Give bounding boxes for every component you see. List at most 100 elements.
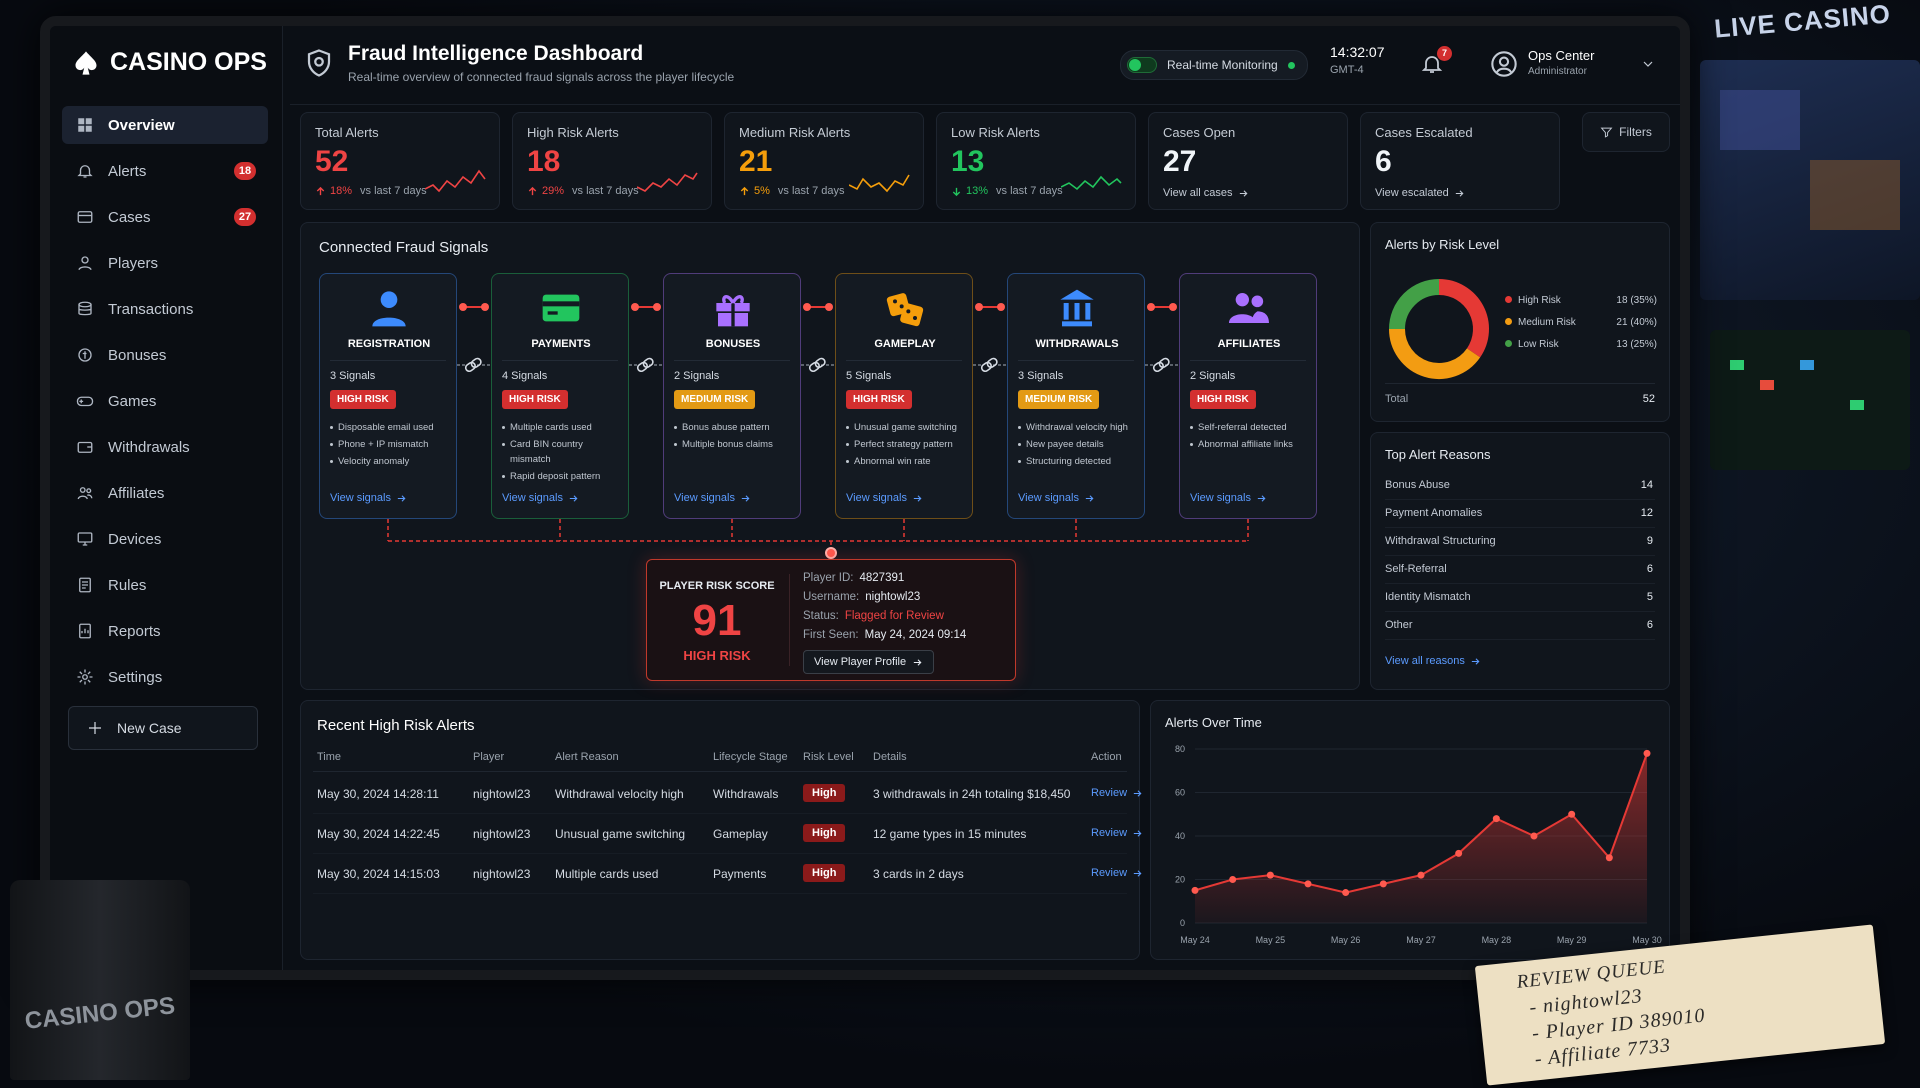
trend-point xyxy=(1643,749,1651,757)
sparkline xyxy=(637,172,698,192)
stage-item: Card BIN country mismatch xyxy=(502,437,624,467)
stage-link-label: View signals xyxy=(502,492,563,504)
stage-signal-count: 3 Signals xyxy=(1018,370,1064,382)
kpi-value: 6 xyxy=(1375,145,1392,178)
kpi-link[interactable]: View all cases xyxy=(1163,187,1249,199)
stage-risk-badge: MEDIUM RISK xyxy=(1018,390,1100,409)
nav-label: Reports xyxy=(108,622,161,640)
nav-item[interactable]: Alerts 18 xyxy=(62,152,268,190)
chain-icon xyxy=(980,357,998,373)
nav-label: Games xyxy=(108,392,157,410)
brand-name: CASINO OPS xyxy=(110,48,267,76)
monitoring-toggle[interactable]: Real-time Monitoring xyxy=(1120,50,1308,80)
flow-dot xyxy=(1147,303,1155,311)
kpi-card: Cases Escalated 6 View escalated xyxy=(1360,112,1560,210)
nav-item[interactable]: Players xyxy=(62,244,268,282)
trend-panel: Alerts Over Time 0 20 40 60 80 May 24 May 25 May… xyxy=(1150,700,1670,960)
nav-item[interactable]: Overview xyxy=(62,106,268,144)
stage-icon-part xyxy=(1085,303,1091,320)
flow-dot xyxy=(1169,303,1177,311)
stage-icon-part xyxy=(731,303,735,327)
nav-label: Devices xyxy=(108,530,162,548)
stage-item: Velocity anomaly xyxy=(330,454,452,469)
arrow-icon xyxy=(1257,494,1266,502)
stage-link[interactable]: View signals xyxy=(674,492,751,504)
nav-item[interactable]: Settings xyxy=(62,658,268,696)
nav-item[interactable]: Withdrawals xyxy=(62,428,268,466)
stage-risk-badge: HIGH RISK xyxy=(1190,390,1256,409)
profile-button-label: View Player Profile xyxy=(814,656,907,668)
nav-item[interactable]: Devices xyxy=(62,520,268,558)
sparkline xyxy=(1061,175,1122,191)
arrow-icon xyxy=(1085,494,1094,502)
filters-button[interactable]: Filters xyxy=(1582,112,1670,152)
stage-link[interactable]: View signals xyxy=(330,492,407,504)
legend-swatch xyxy=(1505,318,1512,325)
reasons-link[interactable]: View all reasons xyxy=(1385,655,1481,667)
nav-icon-part xyxy=(82,581,88,589)
stage-items: Disposable email used Phone + IP mismatch… xyxy=(330,420,452,471)
stage-name: GAMEPLAY xyxy=(874,338,936,350)
kpi-change-value: 5% xyxy=(754,185,770,197)
new-case-button[interactable]: New Case xyxy=(68,706,258,750)
trend-point xyxy=(1530,832,1538,840)
sparkline xyxy=(849,174,910,193)
nav-icon-part xyxy=(78,266,92,271)
arrow-icon xyxy=(913,494,922,502)
review-link[interactable]: Review xyxy=(1091,787,1143,799)
nav-item[interactable]: Bonuses xyxy=(62,336,268,374)
nav-item[interactable]: Reports xyxy=(62,612,268,650)
console-light xyxy=(1800,360,1814,370)
nav-label: Withdrawals xyxy=(108,438,190,456)
reason-count: 6 xyxy=(1646,619,1653,631)
table-cell: nightowl23 xyxy=(473,787,531,801)
field-label: Username: xyxy=(803,591,860,603)
arrow-icon xyxy=(741,494,750,502)
stage-link[interactable]: View signals xyxy=(1018,492,1095,504)
notepad-line: REVIEW QUEUE xyxy=(1515,956,1667,993)
y-tick-label: 80 xyxy=(1175,744,1185,754)
stage-divider xyxy=(1018,360,1134,361)
nav-item[interactable]: Games xyxy=(62,382,268,420)
legend-entry: Low Risk 13 (25%) xyxy=(1505,339,1657,350)
stage-link[interactable]: View signals xyxy=(502,492,579,504)
shield-icon-part xyxy=(307,49,331,77)
sparkline-path xyxy=(849,174,910,193)
notifications-button[interactable]: 7 xyxy=(1420,46,1452,78)
table-cell: 3 withdrawals in 24h totaling $18,450 xyxy=(873,787,1071,801)
stage-link[interactable]: View signals xyxy=(1190,492,1267,504)
nav-item[interactable]: Affiliates xyxy=(62,474,268,512)
nav-icon-part xyxy=(85,125,92,132)
trend-arrow-part xyxy=(952,187,961,196)
table-cell: Gameplay xyxy=(713,827,768,841)
nav-icon-part xyxy=(82,351,87,359)
nav-item[interactable]: Cases 27 xyxy=(62,198,268,236)
nav-item[interactable]: Rules xyxy=(62,566,268,604)
user-role: Administrator xyxy=(1528,66,1587,77)
kpi-link[interactable]: View escalated xyxy=(1375,187,1465,199)
nav-icon-part xyxy=(78,125,85,132)
x-tick-label: May 27 xyxy=(1406,935,1436,945)
review-link[interactable]: Review xyxy=(1091,827,1143,839)
flow-dot xyxy=(975,303,983,311)
stage-item: New payee details xyxy=(1018,437,1140,452)
toggle-knob xyxy=(1129,59,1141,71)
user-menu[interactable]: Ops Center Administrator xyxy=(1490,46,1670,86)
arrow-icon-part xyxy=(913,494,922,502)
stage-risk-badge: HIGH RISK xyxy=(330,390,396,409)
row-divider xyxy=(313,893,1127,894)
bell-icon-part xyxy=(1421,56,1443,73)
reason-divider xyxy=(1385,499,1655,500)
table-cell: Withdrawals xyxy=(713,787,779,801)
legend-label: Medium Risk xyxy=(1518,317,1576,328)
stage-name: BONUSES xyxy=(705,338,761,350)
arrow-icon-part xyxy=(741,494,750,502)
spade-icon-part xyxy=(75,50,97,75)
player-profile-button[interactable]: View Player Profile xyxy=(803,650,935,674)
nav-item[interactable]: Transactions xyxy=(62,290,268,328)
stage-icon-part xyxy=(542,301,580,307)
stage-link[interactable]: View signals xyxy=(846,492,923,504)
kpi-value: 21 xyxy=(739,145,773,178)
field-label: Player ID: xyxy=(803,572,854,584)
review-link[interactable]: Review xyxy=(1091,867,1143,879)
